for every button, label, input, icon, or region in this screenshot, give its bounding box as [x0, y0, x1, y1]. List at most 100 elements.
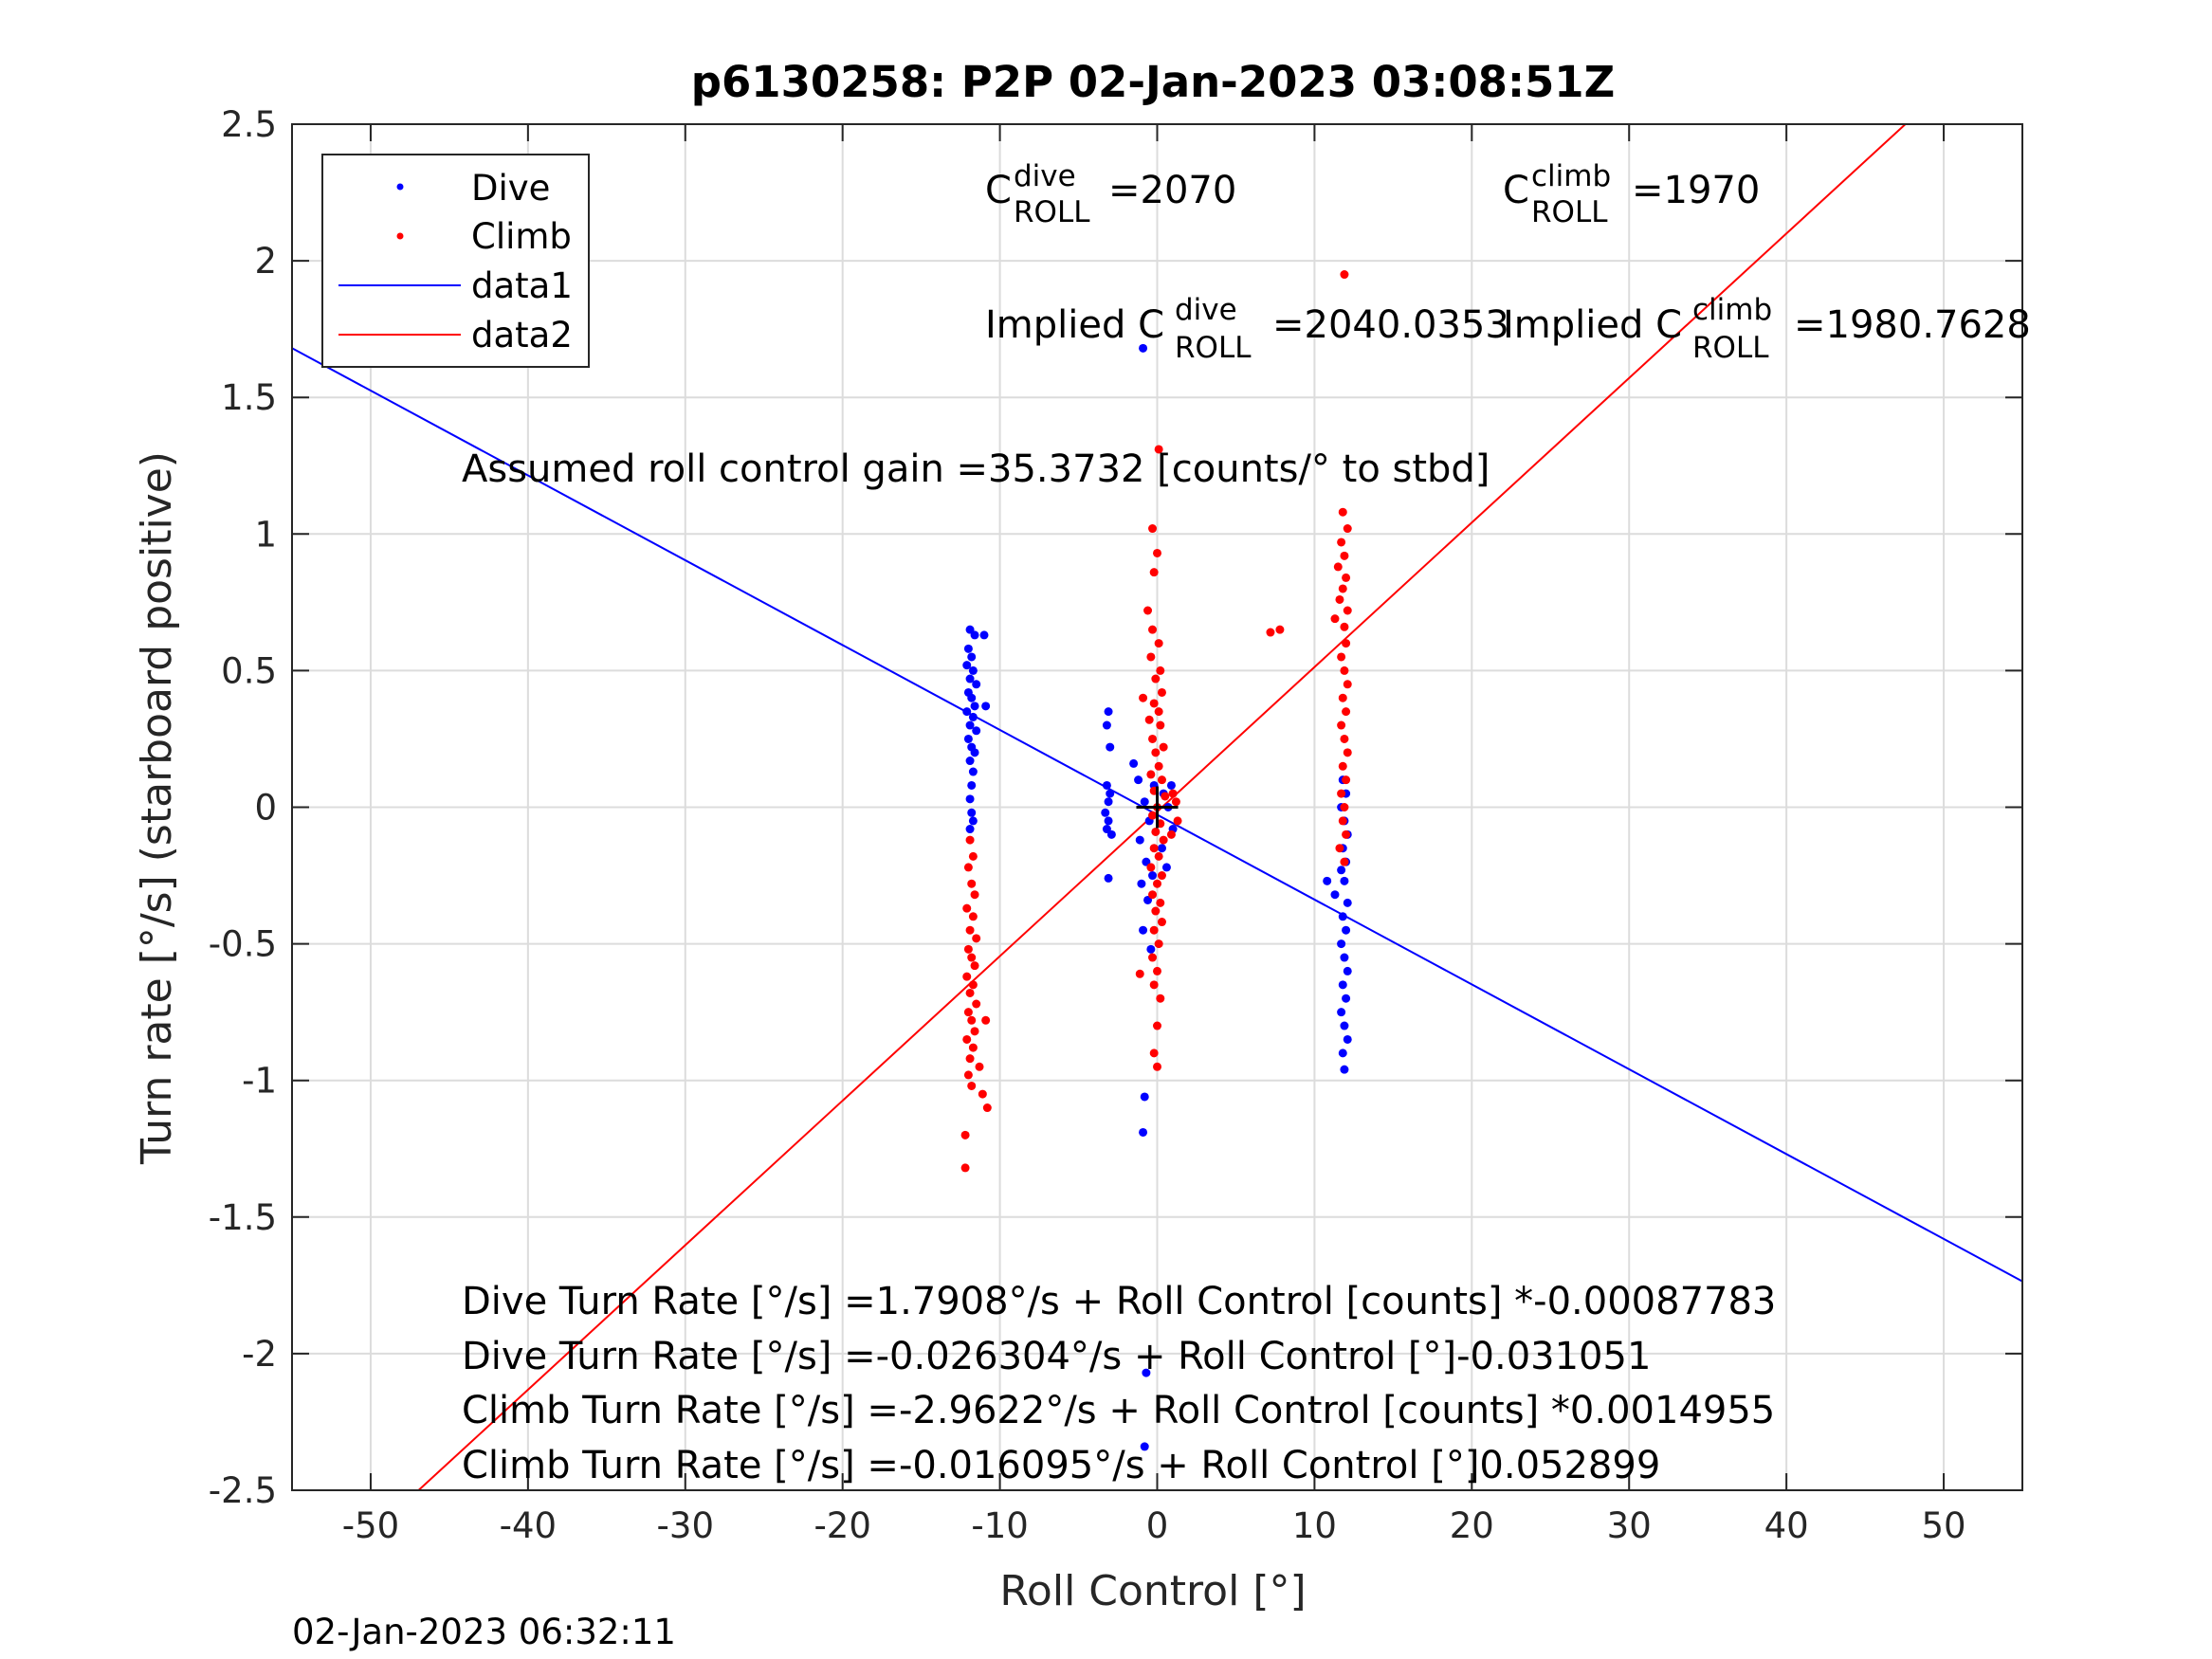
climb-point	[1154, 639, 1163, 648]
climb-point	[1337, 652, 1346, 662]
dive-point	[1338, 912, 1347, 921]
legend-climb-marker	[396, 232, 404, 240]
climb-point	[1343, 524, 1352, 534]
y-tick-label: 1.5	[221, 377, 277, 418]
dive-point	[1148, 871, 1158, 881]
climb-point	[1340, 857, 1349, 866]
dive-point	[1142, 1368, 1151, 1377]
dive-point	[1106, 830, 1116, 839]
y-tick-label: 2.5	[221, 104, 277, 145]
dive-point	[1337, 939, 1346, 949]
dive-point	[965, 794, 975, 804]
equations: Dive Turn Rate [°/s] =1.7908°/s + Roll C…	[462, 1280, 1776, 1487]
origin-marker	[1136, 786, 1179, 829]
y-tick-label: 0.5	[221, 650, 277, 691]
climb-point	[1151, 674, 1161, 684]
implied-dive-sub: ROLL	[1175, 331, 1252, 365]
climb-point	[1149, 699, 1159, 708]
climb-point	[1343, 748, 1352, 757]
dive-point	[962, 707, 972, 717]
implied-climb-prefix: Implied C	[1503, 303, 1682, 347]
c-dive-annotation: C dive ROLL =2070	[985, 159, 1236, 229]
climb-point	[1335, 594, 1344, 604]
legend-dive-marker	[396, 183, 404, 191]
dive-point	[1157, 844, 1166, 853]
implied-climb-annotation: Implied C climb ROLL =1980.7628	[1503, 293, 2031, 365]
dive-point	[1337, 1008, 1346, 1017]
legend-box	[321, 154, 590, 368]
dive-point	[1338, 980, 1347, 990]
equation-line: Climb Turn Rate [°/s] =-2.9622°/s + Roll…	[462, 1389, 1775, 1432]
c-climb-sup: climb	[1531, 159, 1611, 193]
x-tick-label: -50	[342, 1505, 399, 1546]
x-axis-ticks: -50 -40 -30 -20 -10 0 10 20 30 40 50	[342, 124, 1966, 1546]
dive-point	[1135, 835, 1144, 845]
dive-point	[1106, 742, 1115, 752]
chart-title: p6130258: P2P 02-Jan-2023 03:08:51Z	[691, 57, 1616, 107]
x-tick-label: 20	[1450, 1505, 1494, 1546]
climb-point	[1154, 761, 1163, 771]
implied-climb-value: =1980.7628	[1794, 303, 2031, 347]
c-climb-annotation: C climb ROLL =1970	[1503, 159, 1760, 229]
y-tick-label: -2.5	[209, 1470, 277, 1511]
y-tick-label: 0	[254, 788, 277, 829]
dive-point	[1342, 994, 1351, 1003]
climb-point	[982, 1103, 992, 1113]
dive-point	[1106, 789, 1115, 798]
climb-point	[1337, 789, 1346, 798]
climb-point	[1154, 707, 1163, 717]
dive-point	[1340, 953, 1349, 962]
climb-point	[1340, 622, 1349, 631]
y-axis-label: Turn rate [°/s] (starboard positive)	[133, 451, 181, 1165]
dive-point	[981, 702, 991, 711]
climb-point	[1168, 789, 1178, 798]
climb-point	[1333, 562, 1343, 572]
climb-point	[1154, 445, 1163, 454]
dive-point	[1104, 873, 1113, 883]
dive-point	[967, 780, 977, 790]
x-tick-label: 0	[1146, 1505, 1169, 1546]
climb-point	[963, 1008, 973, 1017]
climb-point	[1148, 524, 1158, 534]
plot-clip	[292, 124, 2022, 1490]
dive-point	[1338, 1048, 1347, 1058]
dive-point	[1139, 925, 1148, 935]
climb-point	[1338, 761, 1347, 771]
climb-point	[1154, 851, 1163, 861]
dive-point	[963, 644, 973, 653]
implied-climb-sup: climb	[1692, 293, 1772, 327]
y-tick-label: -1.5	[209, 1197, 277, 1238]
climb-point	[1149, 844, 1159, 853]
climb-point	[1149, 980, 1159, 990]
climb-point	[1151, 906, 1161, 916]
dive-point	[1146, 944, 1156, 954]
climb-point	[981, 1015, 991, 1025]
climb-point	[1157, 871, 1166, 881]
climb-point	[1173, 816, 1182, 826]
dive-point	[1104, 816, 1113, 826]
climb-point	[968, 851, 978, 861]
climb-point	[1156, 898, 1165, 907]
climb-point	[1153, 966, 1161, 975]
dive-point	[965, 674, 975, 684]
climb-point	[963, 863, 973, 872]
dive-point	[1323, 876, 1332, 885]
climb-point	[965, 835, 975, 845]
x-tick-label: 30	[1607, 1505, 1652, 1546]
dive-point	[965, 720, 975, 730]
dive-point	[968, 665, 978, 675]
climb-point	[1149, 1048, 1159, 1058]
c-climb-base: C	[1503, 169, 1529, 212]
climb-point	[1340, 270, 1349, 280]
climb-point	[960, 1130, 970, 1139]
climb-point	[1340, 665, 1349, 675]
climb-point	[1330, 614, 1340, 624]
x-tick-label: -20	[814, 1505, 870, 1546]
dive-point	[967, 808, 977, 817]
climb-point	[968, 912, 978, 921]
climb-point	[1342, 639, 1351, 648]
dive-point	[1340, 1021, 1349, 1030]
climb-point	[1275, 625, 1285, 634]
x-tick-label: -40	[500, 1505, 557, 1546]
dive-point	[1340, 1065, 1349, 1074]
